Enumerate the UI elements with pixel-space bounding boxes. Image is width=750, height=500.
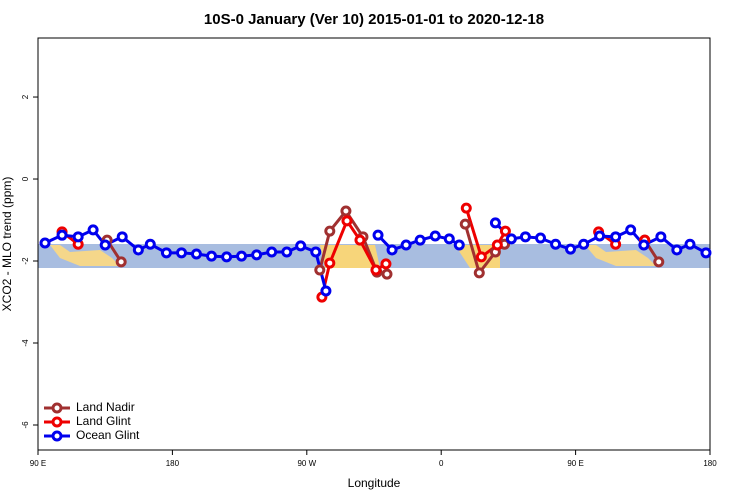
point [354, 234, 366, 246]
x-axis-label: Longitude [348, 476, 401, 490]
legend-marker [51, 430, 63, 442]
point [314, 264, 326, 276]
x-tick-label: 180 [166, 459, 180, 468]
x-tick-label: 90 E [567, 459, 583, 468]
point [453, 239, 465, 251]
y-tick-label: -2 [21, 257, 30, 265]
point [190, 248, 202, 260]
point [550, 238, 562, 250]
point [475, 251, 487, 263]
point [473, 267, 485, 279]
point [400, 239, 412, 251]
point [132, 244, 144, 256]
point [443, 233, 455, 245]
point [266, 246, 278, 258]
y-axis-label: XCO2 - MLO trend (ppm) [0, 177, 14, 312]
point [206, 250, 218, 262]
point [221, 251, 233, 263]
point [116, 231, 128, 243]
point [505, 233, 517, 245]
land-strip [585, 245, 656, 266]
point [578, 238, 590, 250]
point [320, 285, 332, 297]
point [655, 231, 667, 243]
point [39, 237, 51, 249]
point [341, 215, 353, 227]
y-tick-label: -4 [21, 339, 30, 347]
point [372, 229, 384, 241]
legend-label: Land Nadir [76, 400, 135, 414]
point [295, 240, 307, 252]
point [340, 205, 352, 217]
y-tick-label: 0 [21, 176, 30, 181]
series-line [105, 208, 661, 277]
x-tick-label: 180 [703, 459, 717, 468]
point [499, 225, 511, 237]
land-strip [50, 245, 120, 266]
point [176, 247, 188, 259]
point [251, 249, 263, 261]
point [414, 234, 426, 246]
point [684, 238, 696, 250]
point [519, 231, 531, 243]
x-tick-label: 90 E [30, 459, 46, 468]
point [144, 238, 156, 250]
point [310, 246, 322, 258]
point [324, 257, 336, 269]
plot-frame [37, 37, 711, 451]
x-tick-label: 90 W [297, 459, 316, 468]
point [115, 256, 127, 268]
point [459, 218, 471, 230]
point [281, 246, 293, 258]
point [324, 225, 336, 237]
y-tick-label: 2 [21, 94, 30, 99]
point [671, 244, 683, 256]
point [99, 239, 111, 251]
point [610, 231, 622, 243]
legend-marker [51, 416, 63, 428]
chart-title: 10S-0 January (Ver 10) 2015-01-01 to 202… [204, 11, 544, 28]
point [381, 268, 393, 280]
point [625, 224, 637, 236]
point [638, 239, 650, 251]
point [491, 239, 503, 251]
point [535, 232, 547, 244]
point [594, 230, 606, 242]
point [236, 250, 248, 262]
point [370, 264, 382, 276]
legend-label: Ocean Glint [76, 428, 140, 442]
point [565, 243, 577, 255]
legend-marker [51, 402, 63, 414]
point [700, 247, 712, 259]
point [160, 247, 172, 259]
point [380, 258, 392, 270]
point [87, 224, 99, 236]
y-tick-label: -6 [21, 421, 30, 429]
point [429, 230, 441, 242]
point [460, 202, 472, 214]
legend-label: Land Glint [76, 414, 131, 428]
point [489, 217, 501, 229]
point [56, 229, 68, 241]
point [653, 256, 665, 268]
point [386, 244, 398, 256]
point [72, 231, 84, 243]
x-tick-label: 0 [439, 459, 444, 468]
